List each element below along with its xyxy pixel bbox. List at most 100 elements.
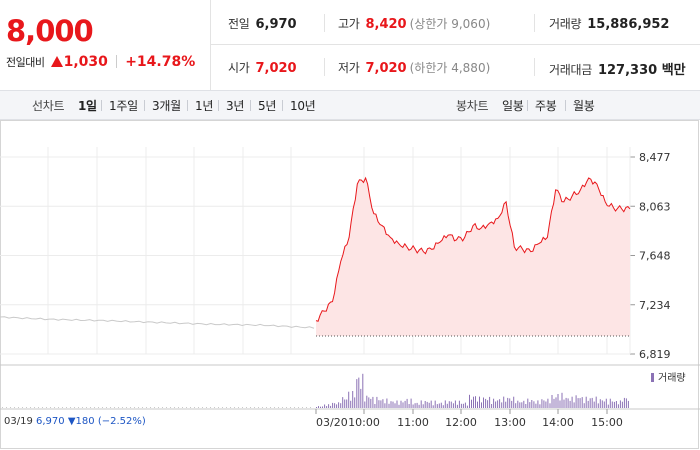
volume-bar <box>477 401 478 408</box>
volume-bar <box>593 401 595 408</box>
volume-bar <box>150 407 151 408</box>
volume-bar <box>154 407 155 408</box>
volume-bar <box>627 400 629 408</box>
volume-bar <box>503 396 505 408</box>
volume-bar <box>30 407 31 408</box>
volume-bar <box>42 407 43 408</box>
volume-bar <box>493 398 495 408</box>
volume-bar <box>424 401 426 408</box>
volume-bar <box>70 407 71 408</box>
x-tick-label: 11:00 <box>397 416 429 429</box>
volume-bar <box>513 396 515 408</box>
period-tab-5y[interactable]: 5년 <box>258 99 277 113</box>
price-chart[interactable]: 8,477 8,063 7,648 7,234 6,819 03/20 10:00 11:00… <box>0 120 700 450</box>
volume-bar <box>535 403 537 408</box>
volume-bar <box>18 407 19 408</box>
volume-bar <box>2 407 3 408</box>
divider <box>282 100 283 111</box>
volume-bar <box>605 398 607 408</box>
divider <box>144 100 145 111</box>
stat-label: 시가 <box>228 61 250 75</box>
volume-bar <box>495 401 497 408</box>
volume-bar <box>82 407 83 408</box>
prev-rate: (−2.52%) <box>97 416 146 427</box>
volume-bar <box>316 407 317 408</box>
volume-bar <box>446 403 448 408</box>
volume-bar <box>354 397 356 408</box>
chart-frame <box>0 120 699 449</box>
volume-bar <box>46 407 47 408</box>
volume-bar <box>26 407 27 408</box>
volume-bar <box>438 403 440 408</box>
volume-bar <box>390 401 392 408</box>
volume-bar <box>352 391 354 408</box>
volume-bar <box>338 402 340 408</box>
stat-value: 7,020 <box>365 61 407 76</box>
prev-day-info: 03/19 6,970 ▼180 (−2.52%) <box>4 416 146 427</box>
volume-bar <box>577 398 579 408</box>
volume-bar <box>462 403 464 408</box>
stat-value: 127,330 백만 <box>597 63 686 78</box>
volume-bar <box>416 402 418 408</box>
period-tab-1d[interactable]: 1일 <box>78 99 97 113</box>
price-line <box>315 176 631 322</box>
stat-label: 거래량 <box>549 17 582 31</box>
volume-bar <box>440 402 442 408</box>
volume-bar <box>412 404 414 408</box>
volume-bar <box>442 405 444 408</box>
volume-bar <box>591 397 593 408</box>
volume-bar <box>452 403 454 408</box>
volume-bar <box>581 397 583 408</box>
volume-bar <box>589 398 591 408</box>
volume-bar <box>368 397 370 408</box>
volume-bar <box>619 400 621 408</box>
candle-chart-label: 봉차트 <box>456 99 489 113</box>
volume-bar <box>238 407 239 408</box>
volume-bar <box>501 402 503 408</box>
volume-bar <box>549 403 551 408</box>
volume-bar <box>515 403 517 408</box>
volume-bar <box>336 404 338 408</box>
volume-bar <box>348 391 350 408</box>
divider <box>565 100 566 111</box>
volume-bar <box>533 401 535 408</box>
volume-bar <box>561 392 563 408</box>
volume-bar <box>78 407 79 408</box>
volume-bar <box>555 397 557 408</box>
volume-bar <box>539 404 541 408</box>
volume-bar <box>541 399 543 408</box>
volume-bar <box>394 403 396 408</box>
volume-bar <box>464 402 466 408</box>
volume-bar <box>543 400 545 408</box>
volume-bar <box>242 407 243 408</box>
volume-bar <box>344 399 346 408</box>
period-tab-1w[interactable]: 1주일 <box>109 99 138 113</box>
period-tab-1y[interactable]: 1년 <box>195 99 214 113</box>
volume-bar <box>114 407 115 408</box>
volume-bar <box>202 407 203 408</box>
candle-tab-monthly[interactable]: 월봉 <box>573 99 595 113</box>
volume-bar <box>521 402 523 408</box>
volume-bar <box>50 407 51 408</box>
divider <box>534 14 535 32</box>
period-tab-3y[interactable]: 3년 <box>226 99 245 113</box>
down-triangle-icon: ▼ <box>67 416 76 427</box>
volume-bar <box>254 407 255 408</box>
period-tab-10y[interactable]: 10년 <box>290 99 316 113</box>
stat-value: 7,020 <box>255 61 297 76</box>
volume-bar <box>408 404 410 408</box>
volume-bar <box>266 407 267 408</box>
change-label: 전일대비 <box>6 56 45 69</box>
divider <box>250 100 251 111</box>
prev-change: 180 <box>75 416 95 427</box>
stat-label: 전일 <box>228 17 250 31</box>
stat-prev-close: 전일 6,970 <box>228 15 297 32</box>
volume-bar <box>537 400 539 408</box>
volume-bar <box>611 401 613 408</box>
x-tick-label: 10:00 <box>348 416 380 429</box>
period-tab-3m[interactable]: 3개월 <box>152 99 181 113</box>
volume-bar <box>388 403 390 408</box>
candle-tab-weekly[interactable]: 주봉 <box>535 99 557 113</box>
volume-bar <box>507 397 509 408</box>
candle-tab-daily[interactable]: 일봉 <box>502 99 524 113</box>
